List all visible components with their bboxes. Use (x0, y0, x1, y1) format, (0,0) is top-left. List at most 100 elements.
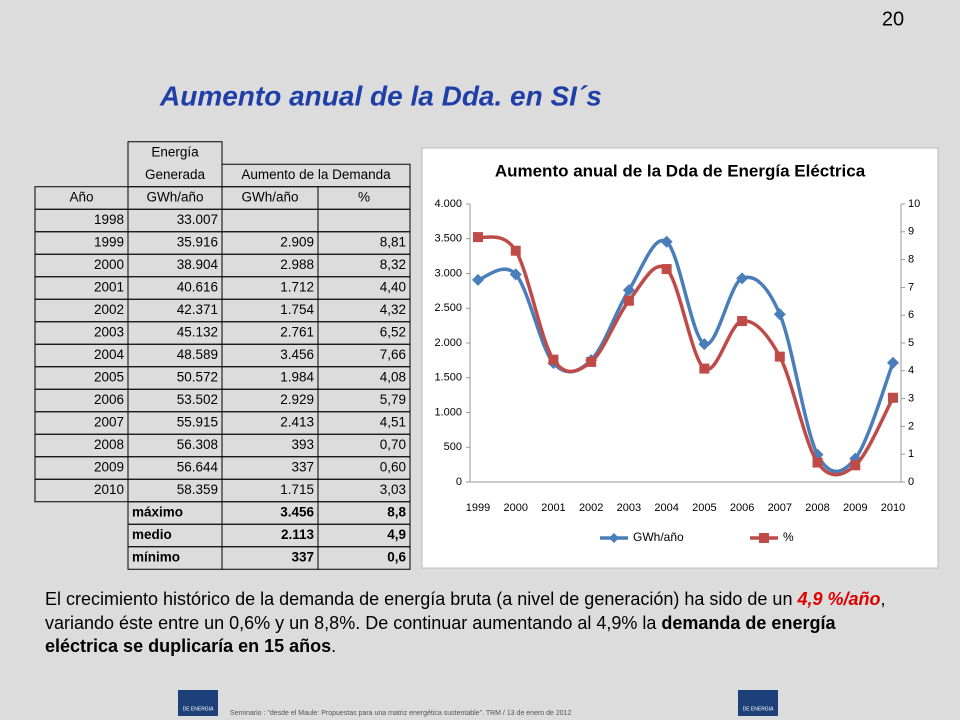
summary-label: mínimo (132, 550, 180, 565)
marker (661, 264, 672, 275)
marker (548, 354, 559, 365)
table-cell: 4,32 (380, 302, 406, 317)
footer: Seminario : "desde el Maule: Propuestas … (230, 710, 572, 717)
table-cell: 42.371 (177, 302, 218, 317)
table-cell: 8,81 (380, 235, 406, 250)
x-tick-label: 2005 (692, 502, 716, 514)
table-cell: 2.929 (280, 392, 314, 407)
legend-marker (609, 533, 619, 543)
table-cell: 33.007 (177, 212, 218, 227)
table-cell: 4,40 (380, 280, 406, 295)
column-header: Año (69, 190, 93, 205)
y2-tick-label: 2 (908, 420, 914, 432)
x-tick-label: 2010 (881, 502, 905, 514)
table-cell: 2002 (94, 302, 124, 317)
marker (773, 308, 786, 321)
table-cell: 2007 (94, 415, 124, 430)
table-cell: 3,03 (380, 482, 406, 497)
y2-tick-label: 10 (908, 198, 920, 210)
table-cell: 1999 (94, 235, 124, 250)
summary-label: máximo (132, 505, 183, 520)
table-cell: 2003 (94, 325, 124, 340)
table-cell: 3.456 (280, 347, 314, 362)
marker (473, 232, 483, 243)
column-header: GWh/año (146, 190, 203, 205)
marker (510, 245, 521, 256)
table-cell: 58.359 (177, 482, 218, 497)
y2-tick-label: 9 (908, 226, 914, 238)
table-cell: 2010 (94, 482, 124, 497)
marker (736, 272, 749, 285)
table-cell: 2009 (94, 460, 124, 475)
table-cell: 38.904 (177, 257, 219, 272)
marker (774, 351, 785, 362)
marker (586, 356, 597, 367)
marker (850, 460, 861, 471)
x-tick-label: 2006 (730, 502, 754, 514)
marker (622, 284, 635, 297)
column-header: GWh/año (241, 190, 298, 205)
y2-tick-label: 4 (908, 365, 914, 377)
table-cell: 8,32 (380, 257, 406, 272)
y-tick-label: 2.000 (434, 337, 462, 349)
marker (699, 363, 710, 374)
summary-value: 0,6 (387, 550, 406, 565)
y-tick-label: 3.000 (434, 267, 462, 279)
table-cell: 0,60 (380, 460, 406, 475)
table-cell: 1.715 (280, 482, 314, 497)
y2-tick-label: 7 (908, 281, 914, 293)
summary-value: 4,9 (387, 527, 406, 542)
table-cell: 2.761 (280, 325, 314, 340)
logo-text: DE ENERGIA (183, 706, 215, 712)
summary-value: 8,8 (387, 505, 406, 520)
table-cell: 50.572 (177, 370, 218, 385)
highlight: 4,9 %/año (797, 589, 881, 609)
x-tick-label: 2003 (617, 502, 641, 514)
y-tick-label: 2.500 (434, 302, 462, 314)
marker (812, 457, 823, 468)
legend-marker (759, 533, 769, 543)
table-cell: 2001 (94, 280, 124, 295)
table-cell: 2008 (94, 437, 124, 452)
y2-tick-label: 6 (908, 309, 914, 321)
logo (738, 690, 778, 716)
x-tick-label: 2002 (579, 502, 603, 514)
legend-label: GWh/año (633, 530, 684, 544)
marker (623, 295, 634, 306)
table-cell-border (317, 546, 411, 570)
marker (887, 356, 899, 369)
x-tick-label: 2000 (503, 502, 527, 514)
chart-title: Aumento anual de la Dda de Energía Eléct… (495, 161, 866, 180)
table-cell: 40.616 (177, 280, 218, 295)
table-cell: 1.754 (280, 302, 314, 317)
x-tick-label: 2004 (654, 502, 678, 514)
x-tick-label: 1999 (466, 502, 490, 514)
bold-text: demanda de energía eléctrica se duplicar… (45, 612, 836, 657)
table-cell: 55.915 (177, 415, 218, 430)
table-header: Generada (145, 167, 206, 182)
logo (178, 690, 218, 716)
column-header: % (358, 190, 370, 205)
table-header: Aumento de la Demanda (241, 167, 391, 182)
table-cell: 1.712 (280, 280, 314, 295)
table-cell: 48.589 (177, 347, 218, 362)
legend-label: % (783, 530, 794, 544)
table-cell: 2004 (94, 347, 125, 362)
table-cell: 2.909 (280, 235, 314, 250)
table-cell: 4,51 (380, 415, 406, 430)
summary-value: 2.113 (281, 527, 315, 542)
chart-area (421, 147, 939, 569)
table-cell: 2.413 (280, 415, 314, 430)
y2-tick-label: 8 (908, 254, 914, 266)
y-tick-label: 500 (444, 441, 462, 453)
table-cell: 1.984 (280, 370, 314, 385)
table-cell: 2006 (94, 392, 124, 407)
table-cell: 53.502 (177, 392, 218, 407)
table-cell-border (221, 208, 319, 233)
summary-value: 3.456 (280, 505, 314, 520)
logo-text: DE ENERGIA (743, 706, 775, 712)
x-tick-label: 2009 (843, 502, 867, 514)
table-cell: 6,52 (380, 325, 406, 340)
y2-tick-label: 1 (908, 448, 914, 460)
